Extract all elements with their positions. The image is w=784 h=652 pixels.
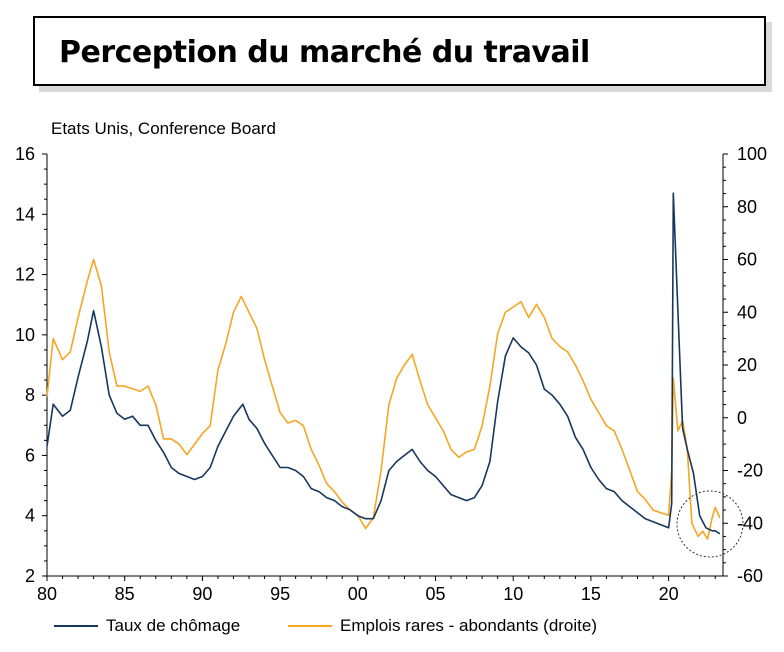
x-tick-label: 20: [659, 584, 679, 604]
y-left-tick-label: 8: [25, 385, 35, 405]
y-right-tick-label: 60: [737, 250, 757, 270]
x-tick-label: 80: [37, 584, 57, 604]
x-tick-label: 15: [581, 584, 601, 604]
x-tick-label: 90: [192, 584, 212, 604]
legend-item-unemployment: Taux de chômage: [54, 616, 240, 636]
y-left-tick-label: 14: [15, 204, 35, 224]
legend-label-jobs: Emplois rares - abondants (droite): [340, 616, 598, 635]
y-right-tick-label: -20: [737, 461, 763, 481]
y-right-tick-label: 20: [737, 355, 757, 375]
y-left-tick-label: 10: [15, 325, 35, 345]
x-tick-label: 05: [425, 584, 445, 604]
legend-swatch-unemployment: [54, 625, 98, 627]
y-left-tick-label: 4: [25, 506, 35, 526]
chart-axes: [42, 153, 728, 581]
x-tick-label: 10: [503, 584, 523, 604]
y-right-tick-label: 0: [737, 408, 747, 428]
y-right-tick-label: 80: [737, 197, 757, 217]
series-line-jobs: [46, 258, 721, 540]
legend-item-jobs: Emplois rares - abondants (droite): [288, 616, 597, 636]
x-tick-label: 95: [270, 584, 290, 604]
legend-label-unemployment: Taux de chômage: [106, 616, 241, 635]
page-title: Perception du marché du travail: [59, 35, 590, 70]
y-left-tick-label: 6: [25, 445, 35, 465]
tick-labels: 2 4 6 8 10 12 14 16 -60 -40 -20 0 20 40 60 80 100 80 85 90 9…: [15, 144, 767, 604]
y-right-tick-label: 40: [737, 302, 757, 322]
series-line-unemployment: [46, 192, 721, 535]
x-tick-label: 00: [348, 584, 368, 604]
y-right-tick-label: 100: [737, 144, 767, 164]
chart-subtitle: Etats Unis, Conference Board: [51, 119, 276, 138]
y-left-tick-label: 12: [15, 265, 35, 285]
y-right-tick-label: -60: [737, 566, 763, 586]
highlight-circle: [676, 490, 744, 558]
title-box: Perception du marché du travail: [33, 16, 766, 86]
y-right-tick-label: -40: [737, 513, 763, 533]
series-lines: [46, 192, 721, 540]
legend-swatch-jobs: [288, 625, 332, 627]
y-left-tick-label: 2: [25, 566, 35, 586]
x-tick-label: 85: [115, 584, 135, 604]
y-left-tick-label: 16: [15, 144, 35, 164]
